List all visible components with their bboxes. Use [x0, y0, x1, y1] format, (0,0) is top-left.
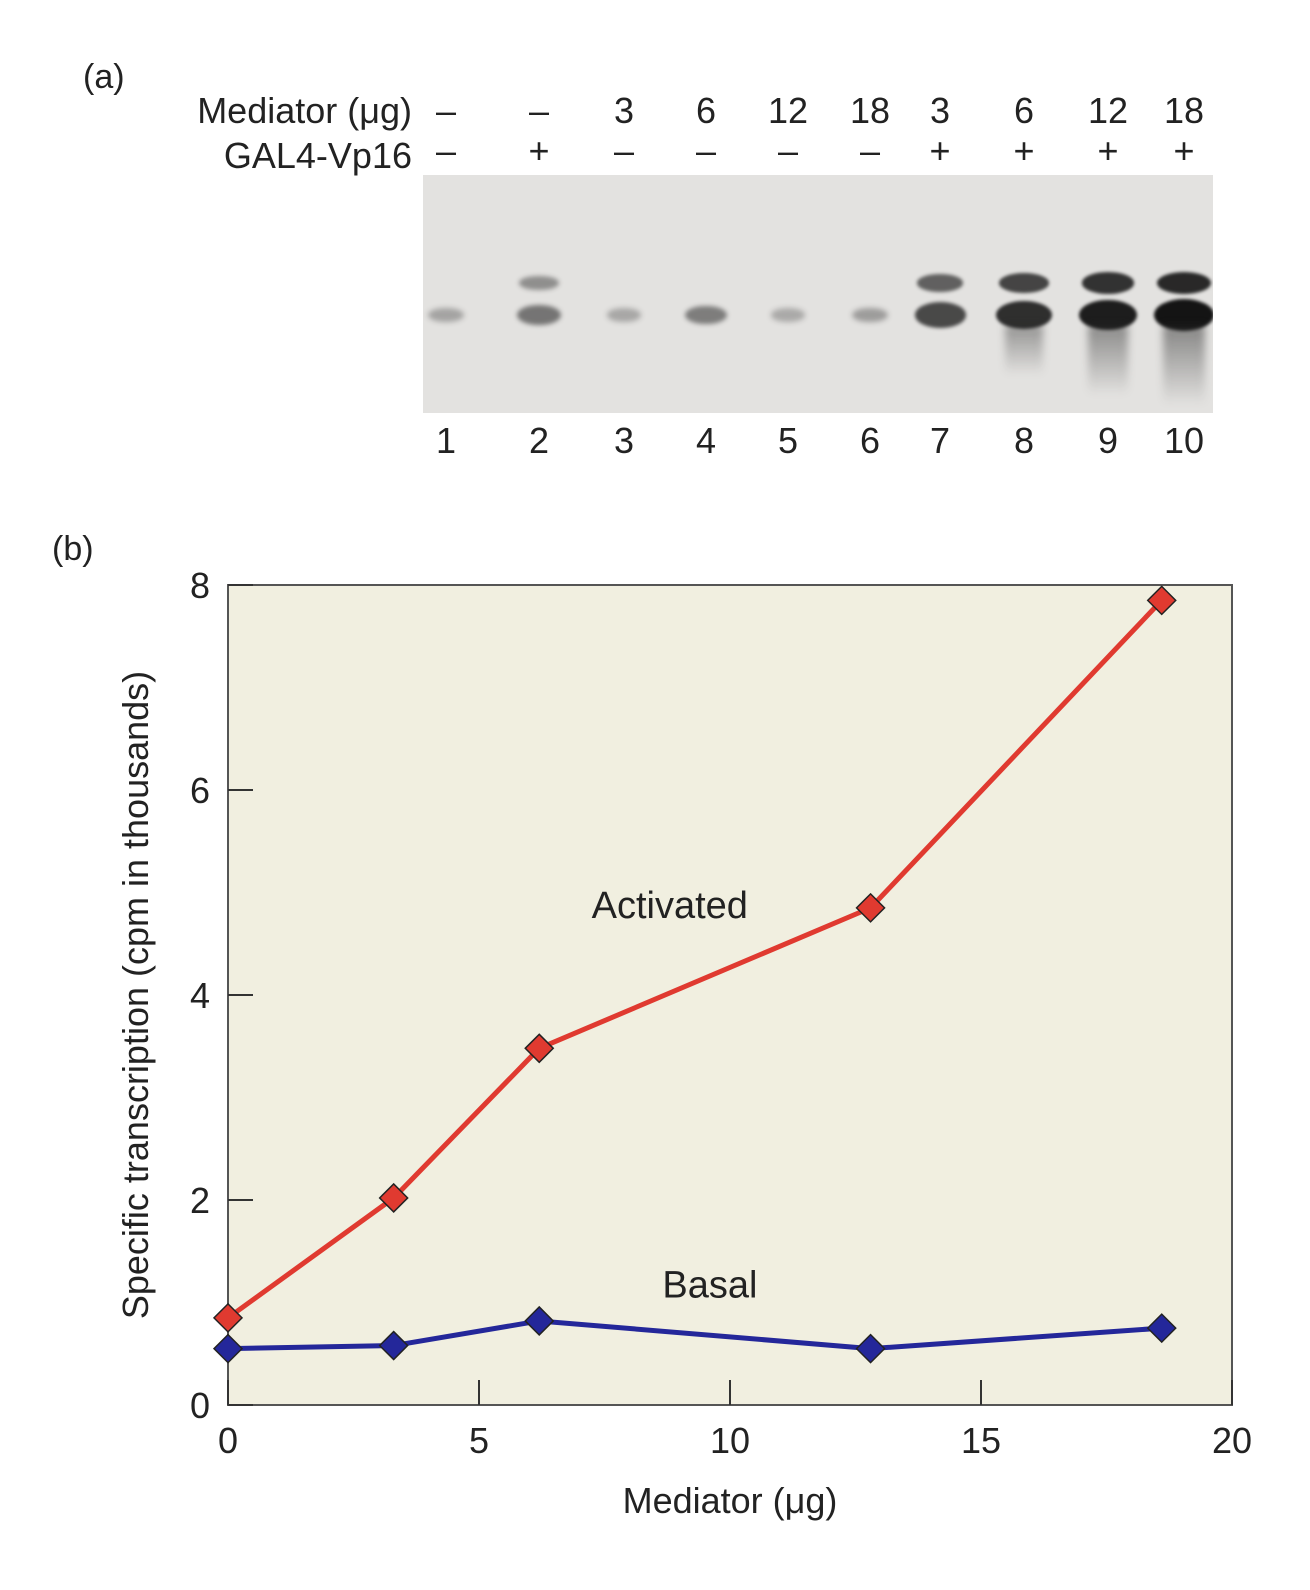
lane-activator-sign: –	[613, 130, 635, 171]
lane-number: 9	[1097, 420, 1119, 461]
lane-mediator-amount: 12	[767, 90, 809, 131]
gel-band-upper	[519, 276, 559, 290]
gel-band-upper	[1081, 272, 1135, 294]
x-tick-label: 20	[1212, 1420, 1252, 1461]
basal-data-point	[524, 1305, 555, 1337]
gel-band-upper	[917, 274, 963, 292]
lane-activator-sign: +	[528, 130, 550, 171]
lane-mediator-amount: 3	[929, 90, 951, 131]
activated-data-point	[212, 1302, 244, 1333]
lane-activator-sign: +	[1097, 130, 1119, 171]
gel-band-main	[517, 305, 561, 325]
x-tick-label: 15	[961, 1420, 1001, 1461]
lane-number: 1	[435, 420, 457, 461]
lane-mediator-amount: –	[435, 90, 457, 131]
basal-data-point	[212, 1333, 244, 1364]
lane-mediator-amount: –	[528, 90, 550, 131]
lane-number: 5	[777, 420, 799, 461]
activated-data-point	[855, 892, 886, 923]
gel-band-main	[914, 302, 966, 328]
gel-band-main	[851, 307, 889, 323]
gel-smear	[1087, 325, 1129, 395]
basal-data-point	[855, 1333, 886, 1364]
panel-a-label: (a)	[83, 58, 125, 96]
lane-number: 3	[613, 420, 635, 461]
basal-data-point	[1146, 1313, 1177, 1344]
lane-number: 7	[929, 420, 951, 461]
gel-band-upper	[999, 273, 1049, 293]
gel-band-main	[685, 305, 727, 325]
gel-band-main	[428, 308, 464, 322]
gel-band-main	[996, 300, 1052, 330]
y-tick-label: 2	[190, 1180, 210, 1221]
panel-b-label: (b)	[52, 530, 94, 568]
lane-activator-sign: +	[929, 130, 951, 171]
lane-number: 4	[695, 420, 717, 461]
x-axis-label: Mediator (μg)	[623, 1480, 838, 1521]
lane-mediator-amount: 6	[695, 90, 717, 131]
lane-activator-sign: –	[435, 130, 457, 171]
activated-data-point	[524, 1033, 555, 1064]
gel-band-main	[606, 308, 642, 322]
activated-data-point	[1146, 585, 1177, 616]
y-tick-label: 6	[190, 770, 210, 811]
lane-number: 10	[1163, 420, 1205, 461]
lane-number: 6	[859, 420, 881, 461]
lane-activator-sign: –	[777, 130, 799, 171]
activated-data-point	[378, 1182, 409, 1214]
lane-number: 2	[528, 420, 550, 461]
lane-mediator-amount: 18	[1163, 90, 1205, 131]
x-tick-label: 0	[218, 1420, 238, 1461]
y-axis-label: Specific transcription (cpm in thousands…	[115, 671, 156, 1319]
lane-activator-sign: –	[859, 130, 881, 171]
lane-mediator-amount: 12	[1087, 90, 1129, 131]
gel-image	[423, 175, 1213, 413]
plot-area	[227, 584, 1233, 1406]
lane-mediator-amount: 3	[613, 90, 635, 131]
y-tick-label: 8	[190, 565, 210, 606]
gel-smear	[1163, 325, 1205, 405]
basal-series-label: Basal	[662, 1264, 757, 1306]
mediator-row-label: Mediator (μg)	[197, 90, 412, 131]
lane-number: 8	[1013, 420, 1035, 461]
gel-smear	[1004, 325, 1044, 375]
gel-band-main	[1078, 299, 1138, 331]
x-tick-label: 5	[469, 1420, 489, 1461]
basal-data-point	[378, 1330, 409, 1361]
y-tick-label: 4	[190, 975, 210, 1016]
activated-series-label: Activated	[592, 885, 748, 927]
gel-band-upper	[1157, 272, 1211, 294]
gel-band-main	[770, 308, 806, 322]
lane-activator-sign: +	[1013, 130, 1035, 171]
lane-activator-sign: +	[1173, 130, 1195, 171]
lane-mediator-amount: 18	[849, 90, 891, 131]
lane-mediator-amount: 6	[1013, 90, 1035, 131]
x-tick-label: 10	[710, 1420, 750, 1461]
activator-row-label: GAL4-Vp16	[223, 135, 412, 176]
y-tick-label: 0	[190, 1385, 210, 1426]
lane-activator-sign: –	[695, 130, 717, 171]
